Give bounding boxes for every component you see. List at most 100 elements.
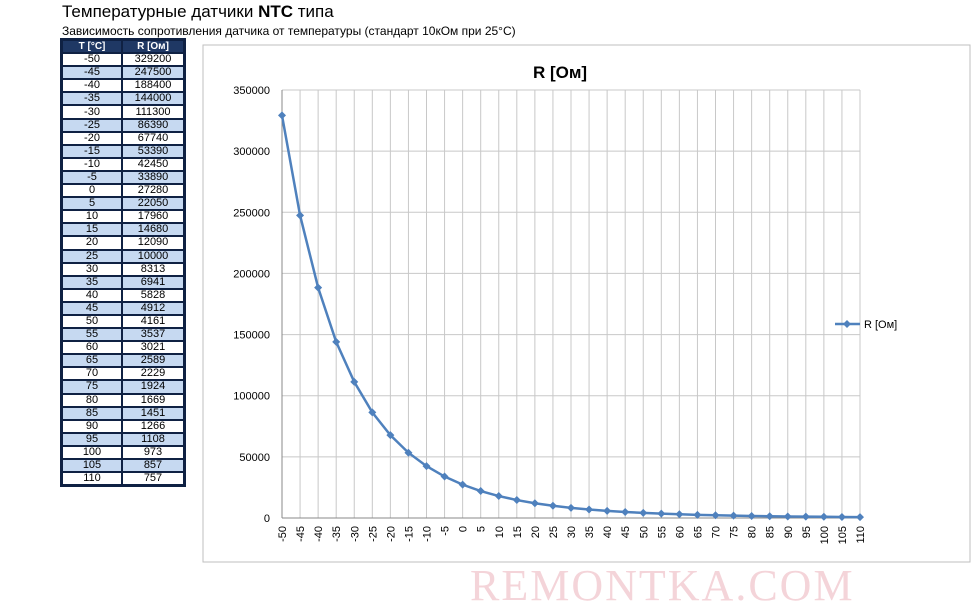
table-cell: 4912 [121,300,186,316]
table-cell: 6941 [121,274,186,290]
table-cell: 90 [60,418,123,434]
table-row: 40 5828 [60,287,186,303]
data-point [332,337,341,346]
table-cell: 100 [60,444,123,461]
table-cell: 1924 [121,379,186,395]
table-cell: 3021 [121,340,186,356]
data-point [801,512,810,521]
data-point [386,431,395,440]
table-row: 20 12090 [60,235,186,251]
table-row: 110 757 [60,471,186,487]
table-row: 50 4161 [60,313,186,330]
table-row: 15 14680 [60,222,186,238]
table-row: 65 2589 [60,353,186,369]
x-tick-label: 40 [602,526,614,538]
x-tick-label: 70 [711,526,723,538]
x-tick-label: 60 [674,526,686,538]
table-cell: 144000 [121,91,186,107]
table-cell: 22050 [121,196,186,212]
table-cell: 110 [60,471,123,487]
table-cell: -30 [60,104,123,120]
table-row: -20 67740 [60,130,186,146]
table-row: -35 144000 [60,91,186,107]
table-cell: 111300 [121,104,186,120]
table-row: 45 4912 [60,300,186,316]
table-cell: 17960 [121,209,186,225]
table-row: -10 42450 [60,156,186,172]
x-tick-label: 20 [530,526,542,538]
x-tick-label: 30 [566,526,578,538]
table-row: 30 8313 [60,261,186,277]
x-tick-label: -30 [349,526,361,542]
table-cell: 55 [60,327,123,343]
x-tick-label: 50 [638,526,650,538]
table-cell: -50 [60,52,123,68]
table-cell: -15 [60,143,123,159]
legend-swatch [843,320,851,328]
table-row: 75 1924 [60,379,186,395]
table-cell: 1669 [121,392,186,408]
table-cell: 2589 [121,353,186,369]
data-point [693,510,702,519]
data-point [548,501,557,510]
data-point [512,496,521,505]
y-tick-label: 100000 [233,391,270,403]
table-cell: 27280 [121,183,186,199]
y-tick-label: 50000 [239,452,270,464]
table-row: -25 86390 [60,117,186,133]
table-cell: 42450 [121,156,186,172]
table-row: 100 973 [60,444,186,461]
table-cell: 3537 [121,327,186,343]
x-tick-label: 10 [494,526,506,538]
x-tick-label: 55 [656,526,668,538]
data-point [603,506,612,515]
table-cell: 67740 [121,130,186,146]
table-cell: 5828 [121,287,186,303]
table-row: -45 247500 [60,65,186,81]
x-tick-label: -15 [403,526,415,542]
table-cell: 757 [121,471,186,487]
table-row: 60 3021 [60,340,186,356]
data-table: T [°C] R [Ом] -50 329200 -45 247500 -40 188400-… [60,38,186,488]
table-row: 10 17960 [60,209,186,225]
table-cell: -40 [60,78,123,94]
data-point [747,511,756,520]
table-row: 105 857 [60,457,186,474]
table-cell: 1266 [121,418,186,434]
data-point [440,472,449,481]
table-cell: 53390 [121,143,186,159]
table-cell: -25 [60,117,123,133]
y-tick-label: 300000 [233,146,270,158]
y-tick-label: 150000 [233,330,270,342]
table-cell: -5 [60,169,123,186]
x-tick-label: 80 [747,526,759,538]
table-cell: 329200 [121,52,186,68]
data-point [765,512,774,521]
table-row: 0 27280 [60,183,186,199]
x-tick-label: -50 [277,526,289,542]
data-point [639,508,648,517]
table-cell: -35 [60,91,123,107]
table-cell: 973 [121,444,186,461]
x-tick-label: -20 [385,526,397,542]
table-row: -15 53390 [60,143,186,159]
column-header: R [Ом] [121,38,186,55]
page-title: Температурные датчики NTC типа [62,2,334,22]
chart-title: R [Ом] [533,63,587,82]
table-cell: 247500 [121,65,186,81]
table-cell: -10 [60,156,123,172]
table-cell: 10 [60,209,123,225]
data-point [530,499,539,508]
table-cell: 45 [60,300,123,316]
x-tick-label: 0 [458,526,470,532]
x-tick-label: 15 [512,526,524,538]
x-tick-label: 110 [855,526,867,544]
y-tick-label: 200000 [233,268,270,280]
data-point [404,448,413,457]
data-point [856,513,864,522]
table-cell: 8313 [121,261,186,277]
data-point [350,377,359,386]
table-cell: 75 [60,379,123,395]
data-point [783,512,792,521]
title-run: типа [293,2,334,21]
